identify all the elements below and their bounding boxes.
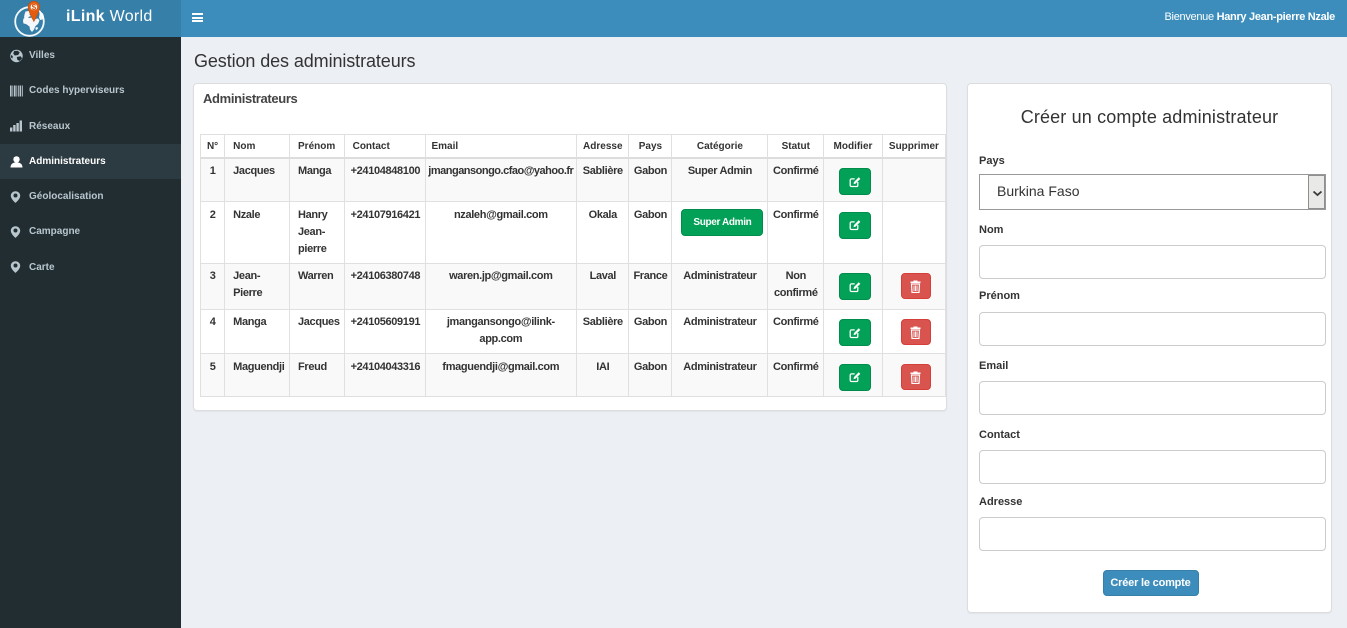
svg-text:$: $	[32, 3, 37, 12]
